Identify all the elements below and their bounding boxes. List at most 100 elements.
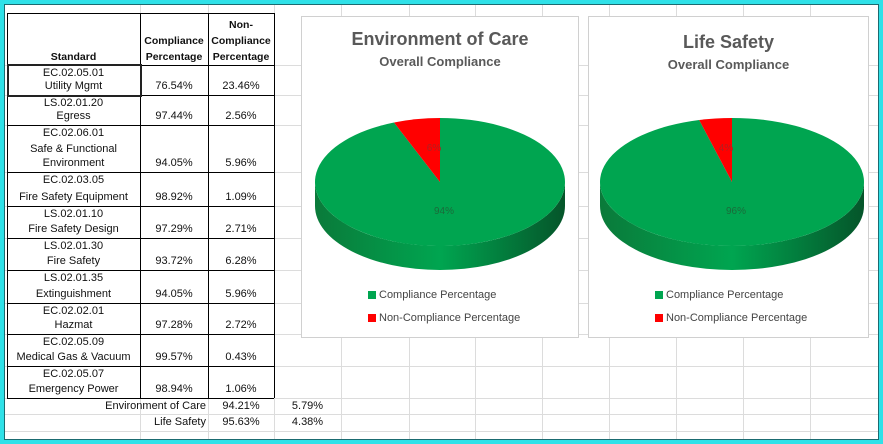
legend-label: Non-Compliance Percentage <box>379 312 521 324</box>
noncompliance-value: 2.56% <box>225 110 257 122</box>
standard-name: Emergency Power <box>28 383 119 395</box>
legend-item: Non-Compliance Percentage <box>655 312 807 324</box>
header-compliance: Percentage <box>145 51 203 63</box>
standard-code: EC.02.02.01 <box>42 305 105 317</box>
standard-name: Hazmat <box>54 319 93 331</box>
cell-border <box>7 366 274 367</box>
pie-chart: 96% 4% <box>600 118 864 270</box>
cell-border <box>7 206 274 207</box>
compliance-value: 94.05% <box>155 288 193 300</box>
legend-swatch <box>655 291 663 299</box>
data-label-compliance: 94% <box>434 206 454 217</box>
compliance-value: 97.29% <box>155 223 193 235</box>
standard-code: EC.02.06.01 <box>42 127 105 139</box>
header-noncompliance: Percentage <box>212 51 270 63</box>
header-noncompliance: Compliance <box>211 35 271 47</box>
standard-name: Medical Gas & Vacuum <box>16 351 131 363</box>
compliance-value: 93.72% <box>155 255 193 267</box>
standard-code: LS.02.01.10 <box>43 208 104 220</box>
header-noncompliance: Non- <box>229 19 253 31</box>
legend-label: Non-Compliance Percentage <box>666 312 808 324</box>
cell-border <box>140 13 141 398</box>
header-standard: Standard <box>50 51 97 63</box>
noncompliance-value: 6.28% <box>225 255 257 267</box>
cell-border <box>274 13 275 398</box>
legend-item: Non-Compliance Percentage <box>368 312 520 324</box>
cell-border <box>7 172 274 173</box>
pie-slice-compliance <box>315 118 565 246</box>
chart-title: Environment of Care <box>351 29 529 49</box>
noncompliance-value: 0.43% <box>225 351 257 363</box>
cell-border <box>7 13 274 14</box>
cell-border <box>7 334 274 335</box>
noncompliance-value: 1.06% <box>225 383 257 395</box>
pie-chart: 94% 6% <box>315 118 565 270</box>
pie-side <box>600 182 864 270</box>
pie-slice-noncompliance <box>699 118 732 182</box>
data-label-noncompliance: 6% <box>427 143 442 154</box>
gridline <box>5 366 878 367</box>
compliance-value: 97.44% <box>155 110 193 122</box>
legend-label: Compliance Percentage <box>379 289 497 301</box>
compliance-value: 97.28% <box>155 319 193 331</box>
cell-border <box>7 398 274 399</box>
compliance-value: 99.57% <box>155 351 193 363</box>
noncompliance-value: 5.96% <box>225 157 257 169</box>
cell-border <box>7 13 8 398</box>
legend-swatch <box>368 291 376 299</box>
noncompliance-value: 23.46% <box>222 80 260 92</box>
summary-noncompliance: 5.79% <box>291 400 324 412</box>
standard-name: Fire Safety Equipment <box>19 191 128 203</box>
summary-noncompliance: 4.38% <box>291 416 324 428</box>
standard-name: Egress <box>56 110 91 122</box>
noncompliance-value: 5.96% <box>225 288 257 300</box>
chart-subtitle: Overall Compliance <box>667 57 790 72</box>
compliance-value: 98.94% <box>155 383 193 395</box>
compliance-value: 98.92% <box>155 191 193 203</box>
data-label-compliance: 96% <box>726 206 746 217</box>
summary-compliance: 94.21% <box>222 400 260 412</box>
standard-code: EC.02.05.01 <box>42 67 105 79</box>
legend-item: Compliance Percentage <box>655 289 783 301</box>
standard-name: Fire Safety Design <box>28 223 119 235</box>
legend-swatch <box>368 314 376 322</box>
gridline <box>5 431 878 432</box>
chart-title: Life Safety <box>682 32 775 52</box>
gridline <box>5 398 878 399</box>
cell-border <box>7 270 274 271</box>
standard-code: EC.02.05.07 <box>42 368 105 380</box>
standard-name: Safe & Functional <box>30 143 117 155</box>
noncompliance-value: 1.09% <box>225 191 257 203</box>
cell-border <box>7 303 274 304</box>
summary-label: Environment of Care <box>105 400 206 412</box>
standard-code: EC.02.05.09 <box>42 336 105 348</box>
selected-cell[interactable] <box>7 64 142 97</box>
cell-border <box>7 238 274 239</box>
summary-label: Life Safety <box>154 416 206 428</box>
chart-subtitle: Overall Compliance <box>379 54 501 69</box>
environment-of-care-chart[interactable]: Environment of Care Overall Compliance 9… <box>301 16 579 338</box>
standard-code: EC.02.03.05 <box>42 174 105 186</box>
standard-code: LS.02.01.30 <box>43 240 104 252</box>
noncompliance-value: 2.71% <box>225 223 257 235</box>
standard-code: LS.02.01.20 <box>43 97 104 109</box>
data-label-noncompliance: 4% <box>719 143 734 154</box>
pie-slice-noncompliance <box>393 118 440 182</box>
standard-name: Environment <box>42 157 105 169</box>
standard-name: Utility Mgmt <box>44 80 103 92</box>
compliance-value: 94.05% <box>155 157 193 169</box>
pie-side <box>315 182 565 270</box>
summary-compliance: 95.63% <box>222 416 260 428</box>
gridline <box>5 414 878 415</box>
noncompliance-value: 2.72% <box>225 319 257 331</box>
standard-name: Extinguishment <box>35 288 112 300</box>
cell-border <box>208 13 209 398</box>
compliance-value: 76.54% <box>155 80 193 92</box>
standard-name: Fire Safety <box>46 255 101 267</box>
spreadsheet[interactable]: Standard Compliance Percentage Non- Complian… <box>4 4 879 440</box>
legend-item: Compliance Percentage <box>368 289 496 301</box>
cell-border <box>7 125 274 126</box>
life-safety-chart[interactable]: Life Safety Overall Compliance 96% 4% Comp… <box>588 16 869 338</box>
standard-code: LS.02.01.35 <box>43 272 104 284</box>
header-compliance: Compliance <box>144 35 204 47</box>
